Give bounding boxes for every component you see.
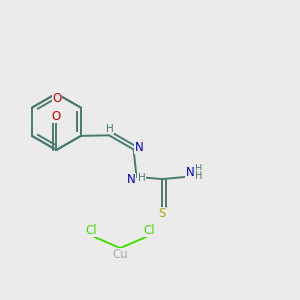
Text: Cl: Cl [85, 224, 97, 237]
Text: H: H [195, 171, 202, 181]
Text: H: H [106, 124, 114, 134]
Text: N: N [186, 166, 195, 179]
Text: H: H [138, 173, 146, 183]
Text: Cu: Cu [112, 248, 128, 261]
Text: Cl: Cl [144, 224, 155, 237]
Text: N: N [127, 173, 136, 186]
Text: O: O [52, 92, 62, 105]
Text: H: H [195, 164, 202, 174]
Text: N: N [135, 141, 143, 154]
Text: O: O [52, 110, 61, 123]
Text: S: S [158, 207, 166, 220]
